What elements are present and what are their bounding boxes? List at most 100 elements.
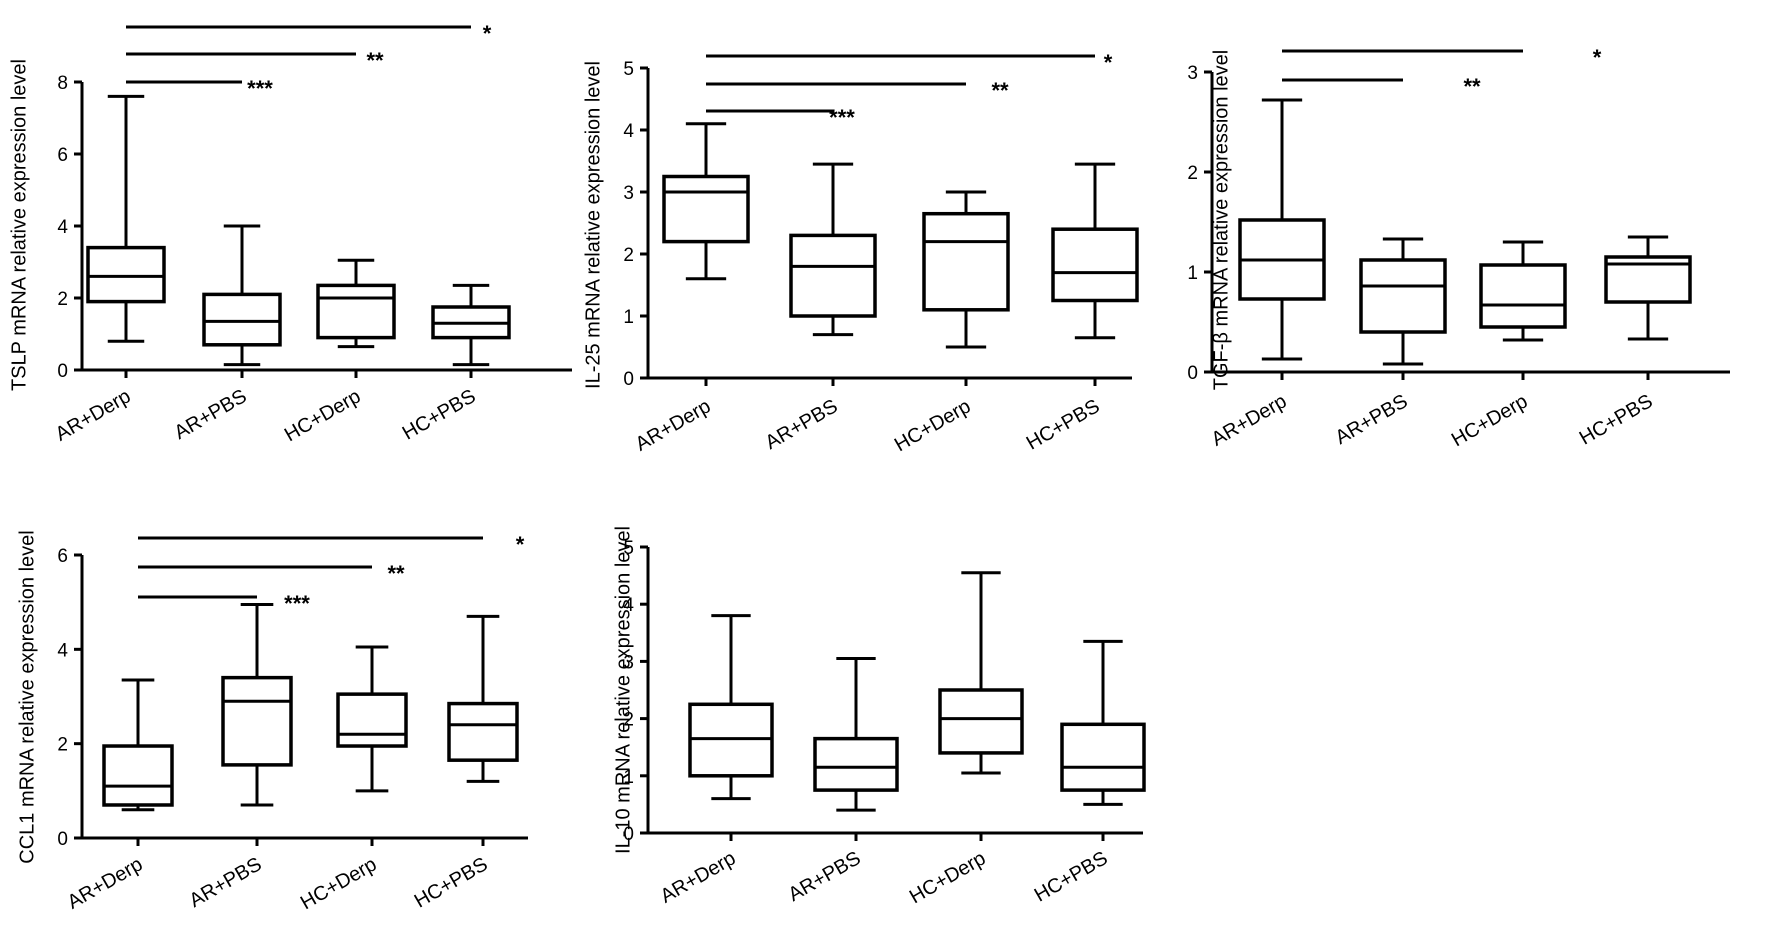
box-iqr	[1051, 227, 1139, 303]
box-iqr	[86, 245, 166, 304]
tslp-significance-label: **	[366, 48, 384, 73]
il-25-category-label: AR+Derp	[632, 395, 715, 455]
ccl1-y-tick-label: 4	[57, 640, 68, 661]
box-iqr	[102, 744, 174, 807]
tslp-y-tick-label: 6	[57, 145, 68, 166]
panel-il-25: 0 1 2 3 4 5 IL-25 mRNA relative expression lev…	[582, 50, 1139, 456]
panel-ccl1: 0 2 4 6 CCL1 mRNA relative expression level A…	[16, 530, 528, 914]
tslp-box-hc-pbs	[431, 283, 511, 367]
il-10-y-tick-label: 5	[623, 538, 634, 559]
il-25-significance-label: **	[991, 78, 1009, 103]
tgf-y-tick-label: 1	[1187, 263, 1198, 284]
box-iqr	[447, 701, 519, 762]
il-25-y-tick-label: 5	[623, 59, 634, 80]
ccl1-y-tick-label: 2	[57, 735, 68, 756]
tslp-significance-label: *	[483, 21, 492, 46]
il-10-y-tick-label: 3	[623, 652, 634, 673]
il-10-box-hc-derp	[938, 571, 1024, 775]
box-iqr	[316, 283, 396, 340]
tslp-y-tick-label: 4	[57, 217, 68, 238]
ccl1-y-axis-label: CCL1 mRNA relative expression level	[16, 530, 38, 863]
il-25-significance-label: ***	[829, 105, 855, 130]
ccl1-category-label: AR+PBS	[186, 853, 266, 912]
panel-tgf: 0 1 2 3 TGF-β mRNA relative expression level…	[1187, 45, 1730, 451]
il-25-y-tick-label: 3	[623, 183, 634, 204]
ccl1-category-label: HC+Derp	[297, 853, 381, 914]
box-iqr	[938, 688, 1024, 755]
box-iqr	[336, 692, 408, 748]
il-10-category-label: AR+Derp	[657, 847, 740, 907]
tgf-y-axis-label: TGF-β mRNA relative expression level	[1210, 50, 1232, 391]
box-iqr	[221, 675, 293, 767]
tgf-box-hc-derp	[1479, 240, 1567, 342]
box-iqr	[1359, 258, 1447, 334]
il-25-significance-label: *	[1104, 50, 1113, 75]
il-10-category-label: HC+Derp	[906, 847, 990, 908]
ccl1-box-ar-derp	[102, 678, 174, 812]
tgf-significance-label: **	[1463, 74, 1481, 99]
tslp-category-label: AR+Derp	[52, 385, 135, 445]
tslp-y-tick-label: 2	[57, 289, 68, 310]
box-iqr	[813, 736, 899, 792]
il-25-box-ar-derp	[662, 122, 750, 281]
tslp-category-label: HC+PBS	[399, 385, 480, 444]
il-10-category-label: HC+PBS	[1031, 847, 1112, 906]
il-25-category-label: HC+Derp	[891, 395, 975, 456]
ccl1-box-hc-pbs	[447, 614, 519, 783]
box-iqr	[922, 211, 1010, 312]
ccl1-significance-label: ***	[284, 591, 310, 616]
il-25-y-axis-label: IL-25 mRNA relative expression level	[582, 61, 604, 389]
il-25-y-tick-label: 1	[623, 307, 634, 328]
box-iqr	[662, 174, 750, 244]
tslp-y-tick-label: 0	[57, 361, 68, 382]
tgf-category-label: AR+PBS	[1332, 390, 1412, 449]
tslp-category-label: HC+Derp	[281, 385, 365, 446]
il-25-y-tick-label: 4	[623, 121, 634, 142]
tgf-y-tick-label: 0	[1187, 363, 1198, 384]
tgf-category-label: AR+Derp	[1208, 390, 1291, 450]
il-10-y-axis-label: IL-10 mRNA relative expression level	[612, 526, 634, 854]
tgf-category-label: HC+PBS	[1576, 390, 1657, 449]
tgf-y-tick-label: 3	[1187, 63, 1198, 84]
tslp-box-ar-derp	[86, 94, 166, 343]
box-iqr	[789, 233, 877, 318]
tgf-significance-label: *	[1593, 45, 1602, 70]
ccl1-category-label: HC+PBS	[411, 853, 492, 912]
il-10-y-tick-label: 2	[623, 710, 634, 731]
il-25-box-ar-pbs	[789, 162, 877, 337]
il-10-y-tick-label: 1	[623, 767, 634, 788]
panel-tslp: 0 2 4 6 8 TSLP mRNA relative expression level…	[8, 21, 572, 446]
tgf-box-ar-derp	[1238, 98, 1326, 361]
box-iqr	[202, 292, 282, 347]
il-25-category-label: HC+PBS	[1023, 395, 1104, 454]
tslp-significance-label: ***	[247, 76, 273, 101]
ccl1-significance-label: *	[516, 532, 525, 557]
box-iqr	[1479, 263, 1567, 329]
il-25-box-hc-pbs	[1051, 162, 1139, 340]
tslp-y-tick-label: 8	[57, 73, 68, 94]
ccl1-y-tick-label: 6	[57, 546, 68, 567]
il-10-category-label: AR+PBS	[785, 847, 865, 906]
il-25-y-tick-label: 0	[623, 369, 634, 390]
tgf-box-ar-pbs	[1359, 237, 1447, 366]
il-10-box-hc-pbs	[1060, 639, 1146, 806]
tslp-category-label: AR+PBS	[171, 385, 251, 444]
ccl1-category-label: AR+Derp	[64, 853, 147, 913]
tgf-category-label: HC+Derp	[1448, 390, 1532, 451]
il-25-y-tick-label: 2	[623, 245, 634, 266]
tslp-y-axis-label: TSLP mRNA relative expression level	[8, 59, 30, 391]
ccl1-box-ar-pbs	[221, 603, 293, 807]
tslp-box-ar-pbs	[202, 224, 282, 367]
il-10-y-tick-label: 4	[623, 595, 634, 616]
ccl1-box-hc-derp	[336, 645, 408, 793]
il-10-box-ar-pbs	[813, 657, 899, 812]
tslp-box-hc-derp	[316, 258, 396, 349]
tgf-box-hc-pbs	[1604, 235, 1692, 341]
tgf-y-tick-label: 2	[1187, 163, 1198, 184]
box-iqr	[1060, 722, 1146, 792]
ccl1-significance-label: **	[387, 561, 405, 586]
il-10-y-tick-label: 0	[623, 824, 634, 845]
il-10-box-ar-derp	[688, 614, 774, 801]
